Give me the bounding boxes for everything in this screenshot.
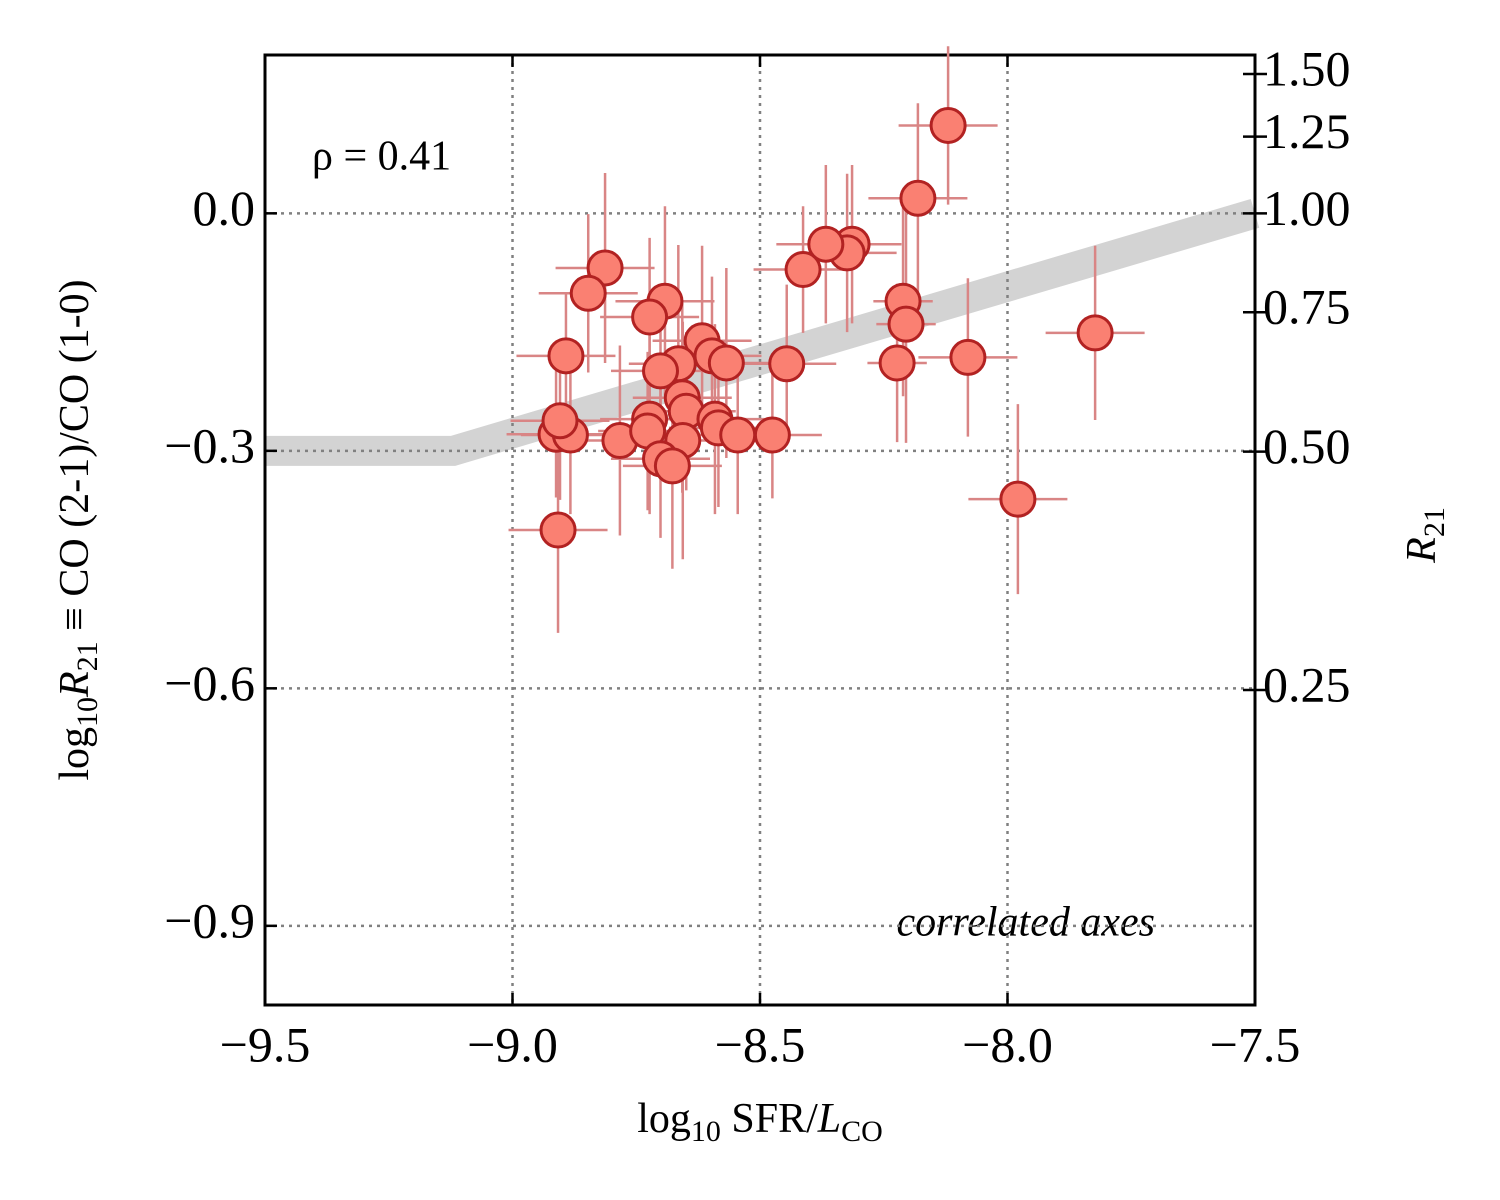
point bbox=[569, 274, 607, 312]
x-label-part: SFR/ bbox=[721, 1096, 818, 1142]
point bbox=[719, 416, 757, 454]
point bbox=[541, 402, 579, 440]
y-tick-label: −0.9 bbox=[164, 892, 255, 948]
point bbox=[547, 337, 585, 375]
y-tick-label: 0.0 bbox=[193, 180, 256, 236]
note-annotation: correlated axes bbox=[896, 900, 1155, 946]
point bbox=[539, 511, 577, 549]
x-tick-label: −8.5 bbox=[715, 1016, 806, 1072]
y-label-part: log bbox=[52, 727, 98, 781]
x-axis-label: log10 SFR/LCO bbox=[637, 1096, 883, 1148]
plot-frame bbox=[263, 53, 1257, 1007]
y-label-part: 10 bbox=[71, 697, 104, 727]
y2-tick-label: 1.25 bbox=[1263, 103, 1351, 159]
point bbox=[949, 338, 987, 376]
point bbox=[878, 344, 916, 382]
point bbox=[631, 298, 669, 336]
point bbox=[999, 480, 1037, 518]
y2-tick-label: 1.00 bbox=[1263, 180, 1351, 236]
y-axis-label: log10R21 ≡ CO (2-1)/CO (1-0) bbox=[52, 279, 104, 780]
y2-axis-label: R21 bbox=[1399, 507, 1451, 564]
point bbox=[1076, 314, 1114, 352]
y2-label-part: R bbox=[1399, 537, 1445, 564]
y-tick-label: −0.3 bbox=[164, 417, 255, 473]
point bbox=[653, 447, 691, 485]
y2-label-part: 21 bbox=[1418, 507, 1451, 537]
point bbox=[586, 249, 624, 287]
y2-tick-label: 1.50 bbox=[1263, 40, 1351, 96]
point bbox=[887, 305, 925, 343]
point bbox=[929, 106, 967, 144]
point bbox=[807, 225, 845, 263]
point bbox=[642, 352, 680, 390]
point bbox=[753, 416, 791, 454]
y-label-part: R bbox=[52, 671, 98, 698]
correlation-band bbox=[265, 198, 1260, 466]
x-label-part: log bbox=[637, 1096, 691, 1142]
point bbox=[768, 345, 806, 383]
point bbox=[899, 179, 937, 217]
x-label-part: L bbox=[817, 1096, 841, 1142]
y2-tick-label: 0.50 bbox=[1263, 418, 1351, 474]
rho-annotation: ρ = 0.41 bbox=[312, 134, 451, 180]
point bbox=[784, 251, 822, 289]
x-tick-label: −9.5 bbox=[220, 1016, 311, 1072]
y-label-part: 21 bbox=[71, 641, 104, 671]
y2-tick-label: 0.75 bbox=[1263, 279, 1351, 335]
y-label-part: ≡ CO (2-1)/CO (1-0) bbox=[52, 279, 98, 641]
y2-tick-label: 0.25 bbox=[1263, 656, 1351, 712]
x-label-part: 10 bbox=[691, 1115, 721, 1148]
x-tick-label: −8.0 bbox=[962, 1016, 1053, 1072]
x-tick-label: −7.5 bbox=[1210, 1016, 1301, 1072]
y-tick-label: −0.6 bbox=[164, 655, 255, 711]
point bbox=[707, 344, 745, 382]
x-tick-label: −9.0 bbox=[467, 1016, 558, 1072]
x-label-part: CO bbox=[841, 1115, 883, 1148]
